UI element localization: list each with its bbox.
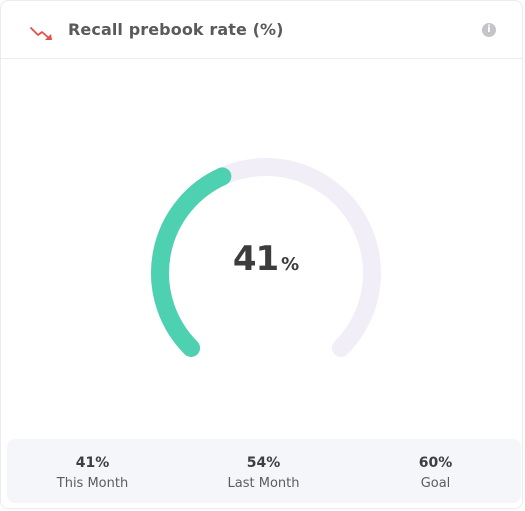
- stat-value: 54%: [246, 455, 281, 471]
- stat-label: Last Month: [227, 476, 300, 491]
- gauge-chart: [151, 158, 381, 357]
- stat-label: Goal: [420, 476, 451, 491]
- stat-value: 41%: [75, 455, 110, 471]
- info-icon[interactable]: i: [482, 23, 496, 37]
- card-title: Recall prebook rate (%): [68, 20, 284, 39]
- stat-value: 60%: [418, 455, 453, 471]
- trend-down-icon: [30, 27, 52, 40]
- stat-this-month: 41% This Month: [7, 455, 178, 491]
- stats-bar: 41% This Month 54% Last Month 60% Goal: [7, 439, 521, 503]
- card-header: Recall prebook rate (%) i: [1, 1, 522, 59]
- stat-goal: 60% Goal: [350, 455, 521, 491]
- gauge-fill-arc: [151, 167, 232, 357]
- stat-last-month: 54% Last Month: [178, 455, 349, 491]
- gauge: 41%: [141, 151, 391, 361]
- stat-label: This Month: [56, 476, 129, 491]
